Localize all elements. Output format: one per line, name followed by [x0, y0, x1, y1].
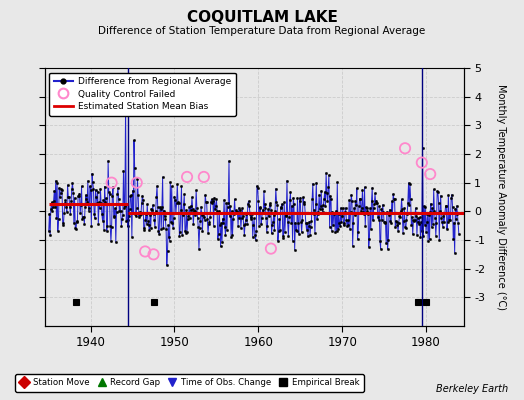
- Text: Difference of Station Temperature Data from Regional Average: Difference of Station Temperature Data f…: [99, 26, 425, 36]
- Legend: Difference from Regional Average, Quality Control Failed, Estimated Station Mean: Difference from Regional Average, Qualit…: [49, 72, 236, 116]
- Point: [107, 180, 116, 186]
- Point: [200, 174, 208, 180]
- Point: [267, 246, 275, 252]
- Point: [133, 180, 141, 186]
- Legend: Station Move, Record Gap, Time of Obs. Change, Empirical Break: Station Move, Record Gap, Time of Obs. C…: [15, 374, 364, 392]
- Point: [149, 251, 158, 258]
- Y-axis label: Monthly Temperature Anomaly Difference (°C): Monthly Temperature Anomaly Difference (…: [496, 84, 506, 310]
- Text: Berkeley Earth: Berkeley Earth: [436, 384, 508, 394]
- Point: [426, 171, 434, 177]
- Text: COQUITLAM LAKE: COQUITLAM LAKE: [187, 10, 337, 25]
- Point: [418, 160, 426, 166]
- Point: [183, 174, 191, 180]
- Point: [141, 248, 149, 255]
- Point: [401, 145, 409, 152]
